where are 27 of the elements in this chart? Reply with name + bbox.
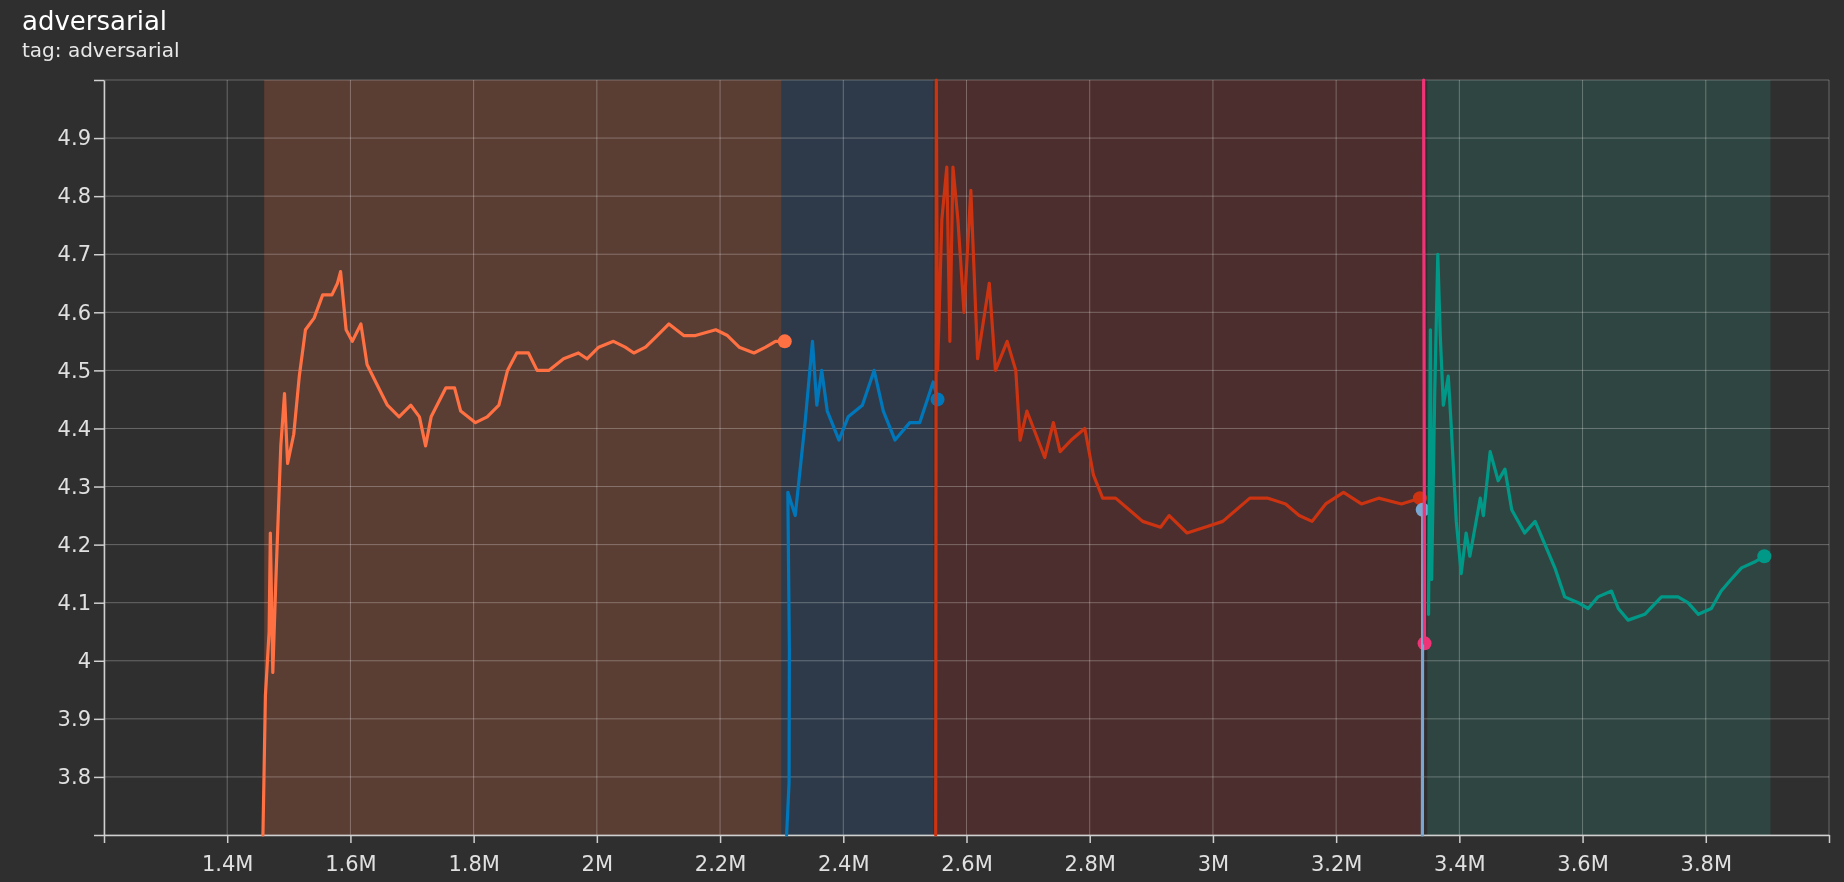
x-tick-label: 1.6M xyxy=(325,852,377,877)
x-tick-label: 2.8M xyxy=(1064,852,1116,877)
y-tick-label: 4.4 xyxy=(57,416,91,441)
y-tick-label: 3.9 xyxy=(57,707,91,732)
y-tick-label: 4.5 xyxy=(57,358,91,383)
y-tick-label: 3.8 xyxy=(57,765,91,790)
chart-subtitle: tag: adversarial xyxy=(22,38,180,62)
y-tick-label: 4.1 xyxy=(57,590,91,615)
y-tick-label: 4.2 xyxy=(57,532,91,557)
x-tick-label: 2.6M xyxy=(941,852,993,877)
x-tick-label: 2M xyxy=(581,852,614,877)
x-tick-label: 1.4M xyxy=(201,852,254,877)
y-tick-label: 4.9 xyxy=(57,126,91,151)
chart-title: adversarial xyxy=(22,6,168,36)
y-tick-label: 4 xyxy=(77,648,91,673)
y-tick-label: 4.8 xyxy=(57,184,91,209)
x-tick-label: 2.4M xyxy=(818,852,870,877)
x-tick-label: 3.8M xyxy=(1680,852,1733,877)
x-tick-label: 3.2M xyxy=(1310,852,1363,877)
x-tick-label: 2.2M xyxy=(694,852,747,877)
x-tick-label: 1.8M xyxy=(448,852,500,877)
x-tick-label: 3.6M xyxy=(1557,852,1609,877)
y-tick-label: 4.3 xyxy=(57,474,91,499)
y-tick-label: 4.7 xyxy=(57,242,91,267)
x-tick-label: 3.4M xyxy=(1434,852,1486,877)
y-tick-label: 4.6 xyxy=(57,300,91,325)
x-tick-label: 3M xyxy=(1197,852,1230,877)
